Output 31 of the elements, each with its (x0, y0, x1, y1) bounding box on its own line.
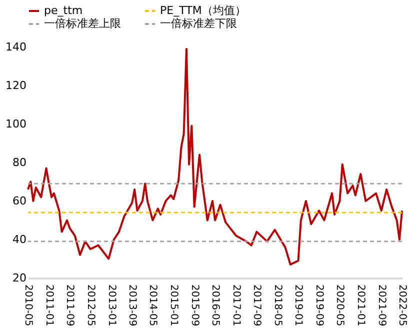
x-tick-label: 2014-05 (147, 284, 158, 326)
x-tick-label: 2021-01 (355, 284, 366, 326)
y-tick-label: 80 (12, 156, 26, 169)
x-tick-label: 2011-01 (43, 284, 54, 326)
legend-label: 一倍标准差下限 (160, 17, 237, 30)
y-tick-label: 120 (6, 79, 26, 92)
x-tick-label: 2021-09 (376, 284, 387, 326)
x-tick-label: 2017-09 (251, 284, 262, 326)
x-tick-label: 2022-05 (396, 284, 408, 326)
x-tick-label: 2015-09 (188, 284, 200, 326)
x-tick-label: 2019-09 (313, 284, 324, 326)
line-series (27, 48, 403, 266)
legend-label: pe_ttm (44, 4, 83, 17)
y-tick-label: 60 (12, 194, 26, 208)
x-tick-label: 2012-05 (84, 284, 96, 326)
legend-label: PE_TTM（均值） (160, 4, 246, 17)
x-tick-label: 2019-01 (292, 284, 304, 326)
x-tick-label: 2010-05 (22, 284, 34, 326)
y-tick-label: 140 (6, 40, 26, 54)
x-tick-label: 2017-01 (230, 284, 242, 326)
y-tick-label: 20 (12, 272, 26, 284)
x-tick-label: 2011-09 (64, 284, 76, 326)
legend-label: 一倍标准差上限 (44, 17, 121, 30)
x-tick-label: 2018-05 (272, 284, 283, 326)
x-tick-label: 2020-05 (334, 284, 346, 326)
x-tick-label: 2013-01 (106, 284, 117, 326)
x-tick-label: 2016-05 (210, 284, 221, 326)
x-tick-label: 2013-09 (126, 284, 138, 326)
x-tick-label: 2015-01 (168, 284, 180, 326)
y-tick-label: 100 (6, 118, 26, 130)
y-tick-label: 40 (12, 233, 26, 246)
